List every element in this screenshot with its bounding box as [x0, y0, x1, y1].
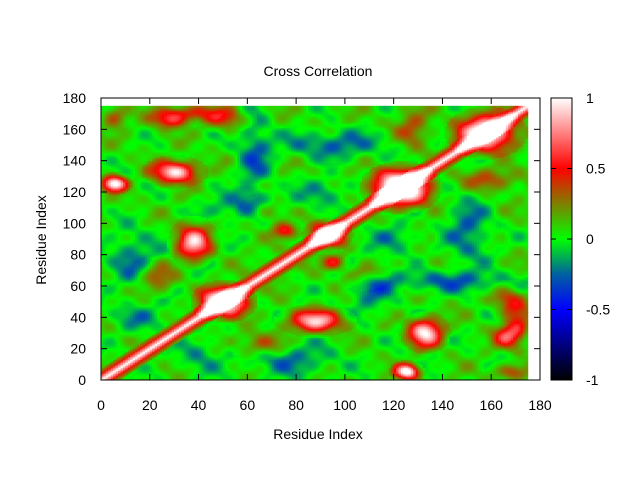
- heatmap-cell: [152, 106, 155, 108]
- heatmap-cell: [128, 106, 131, 108]
- heatmap-cell: [125, 106, 128, 108]
- heatmap-cell: [133, 106, 136, 108]
- heatmap-cell: [160, 106, 163, 108]
- heatmap: [101, 106, 528, 381]
- heatmap-cell: [103, 106, 106, 108]
- heatmap-cell: [164, 106, 167, 108]
- heatmap-cell: [111, 106, 114, 108]
- heatmap-cell: [147, 106, 150, 108]
- heatmap-cell: [167, 106, 170, 108]
- heatmap-cell: [145, 106, 148, 108]
- heatmap-cell: [121, 106, 124, 108]
- heatmap-cell: [155, 106, 158, 108]
- heatmap-cell: [130, 106, 133, 108]
- heatmap-cell: [140, 106, 143, 108]
- heatmap-cell: [157, 106, 160, 108]
- heatmap-cell: [142, 106, 145, 108]
- heatmap-cell: [123, 106, 126, 108]
- heatmap-cell: [162, 106, 165, 108]
- chart-title: Cross Correlation: [264, 63, 373, 79]
- heatmap-cell: [150, 106, 153, 108]
- heatmap-cell: [113, 106, 116, 108]
- heatmap-cell: [106, 106, 109, 108]
- heatmap-cell: [135, 106, 138, 108]
- heatmap-cell: [138, 106, 141, 108]
- heatmap-cell: [108, 106, 111, 108]
- heatmap-cell: [118, 106, 121, 108]
- heatmap-cell: [116, 106, 119, 108]
